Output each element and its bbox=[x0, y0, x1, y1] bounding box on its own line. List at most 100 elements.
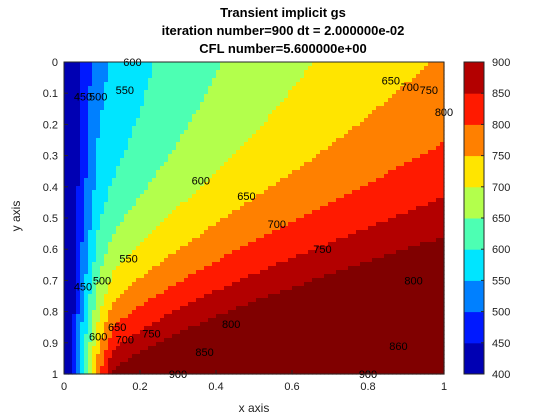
contour-cell bbox=[272, 74, 277, 79]
contour-cell bbox=[264, 178, 269, 183]
contour-cell bbox=[244, 134, 249, 139]
contour-cell bbox=[72, 166, 77, 171]
contour-cell bbox=[264, 358, 269, 363]
contour-cell bbox=[120, 182, 125, 187]
contour-cell bbox=[264, 118, 269, 123]
contour-cell bbox=[128, 86, 133, 91]
contour-cell bbox=[200, 122, 205, 127]
contour-cell bbox=[260, 294, 265, 299]
contour-cell bbox=[280, 326, 285, 331]
contour-cell bbox=[88, 274, 93, 279]
contour-cell bbox=[88, 366, 93, 371]
contour-cell bbox=[280, 66, 285, 71]
contour-cell bbox=[100, 366, 105, 371]
contour-cell bbox=[236, 210, 241, 215]
contour-cell bbox=[244, 318, 249, 323]
contour-cell bbox=[168, 146, 173, 151]
contour-cell bbox=[108, 74, 113, 79]
contour-cell bbox=[148, 262, 153, 267]
contour-cell bbox=[312, 122, 317, 127]
contour-cell bbox=[156, 114, 161, 119]
contour-cell bbox=[132, 342, 137, 347]
contour-cell bbox=[188, 302, 193, 307]
contour-cell bbox=[180, 322, 185, 327]
contour-cell bbox=[312, 310, 317, 315]
contour-cell bbox=[100, 306, 105, 311]
contour-cell bbox=[180, 270, 185, 275]
contour-cell bbox=[92, 170, 97, 175]
contour-cell bbox=[220, 102, 225, 107]
contour-cell bbox=[156, 290, 161, 295]
contour-cell bbox=[200, 166, 205, 171]
contour-cell bbox=[284, 138, 289, 143]
contour-cell bbox=[76, 78, 81, 83]
contour-cell bbox=[140, 94, 145, 99]
contour-cell bbox=[260, 66, 265, 71]
contour-cell bbox=[248, 302, 253, 307]
contour-cell bbox=[84, 110, 89, 115]
contour-cell bbox=[120, 350, 125, 355]
contour-cell bbox=[244, 306, 249, 311]
contour-cell bbox=[80, 186, 85, 191]
contour-cell bbox=[104, 162, 109, 167]
contour-cell bbox=[224, 210, 229, 215]
contour-cell bbox=[252, 178, 257, 183]
contour-cell bbox=[300, 118, 305, 123]
contour-cell bbox=[248, 170, 253, 175]
contour-cell bbox=[136, 118, 141, 123]
contour-cell bbox=[196, 114, 201, 119]
contour-cell bbox=[236, 342, 241, 347]
contour-cell bbox=[236, 218, 241, 223]
contour-cell bbox=[68, 66, 73, 71]
contour-cell bbox=[236, 150, 241, 155]
contour-cell bbox=[80, 90, 85, 95]
contour-cell bbox=[112, 174, 117, 179]
contour-cell bbox=[264, 270, 269, 275]
contour-cell bbox=[76, 194, 81, 199]
contour-cell bbox=[268, 266, 273, 271]
contour-cell bbox=[172, 174, 177, 179]
contour-cell bbox=[184, 278, 189, 283]
contour-cell bbox=[280, 142, 285, 147]
contour-cell bbox=[184, 166, 189, 171]
contour-cell bbox=[296, 110, 301, 115]
contour-cell bbox=[268, 254, 273, 259]
contour-cell bbox=[296, 118, 301, 123]
contour-cell bbox=[168, 122, 173, 127]
contour-cell bbox=[152, 146, 157, 151]
contour-cell bbox=[144, 90, 149, 95]
contour-cell bbox=[292, 182, 297, 187]
contour-cell bbox=[300, 142, 305, 147]
contour-cell bbox=[116, 238, 121, 243]
contour-cell bbox=[180, 290, 185, 295]
contour-cell bbox=[140, 198, 145, 203]
contour-cell bbox=[140, 302, 145, 307]
contour-cell bbox=[196, 234, 201, 239]
contour-cell bbox=[124, 230, 129, 235]
contour-cell bbox=[80, 350, 85, 355]
contour-cell bbox=[136, 238, 141, 243]
contour-cell bbox=[244, 154, 249, 159]
contour-cell bbox=[120, 366, 125, 371]
contour-cell bbox=[268, 198, 273, 203]
contour-cell bbox=[236, 134, 241, 139]
contour-cell bbox=[180, 74, 185, 79]
contour-cell bbox=[212, 98, 217, 103]
contour-cell bbox=[248, 322, 253, 327]
contour-cell bbox=[256, 226, 261, 231]
contour-cell bbox=[100, 122, 105, 127]
contour-cell bbox=[268, 298, 273, 303]
contour-cell bbox=[212, 146, 217, 151]
contour-cell bbox=[308, 134, 313, 139]
contour-cell bbox=[212, 302, 217, 307]
contour-cell bbox=[276, 98, 281, 103]
contour-cell bbox=[124, 306, 129, 311]
contour-cell bbox=[224, 290, 229, 295]
contour-cell bbox=[96, 70, 101, 75]
contour-cell bbox=[128, 334, 133, 339]
contour-cell bbox=[312, 170, 317, 175]
contour-cell bbox=[128, 146, 133, 151]
contour-cell bbox=[220, 330, 225, 335]
contour-cell bbox=[192, 338, 197, 343]
contour-cell bbox=[224, 362, 229, 367]
